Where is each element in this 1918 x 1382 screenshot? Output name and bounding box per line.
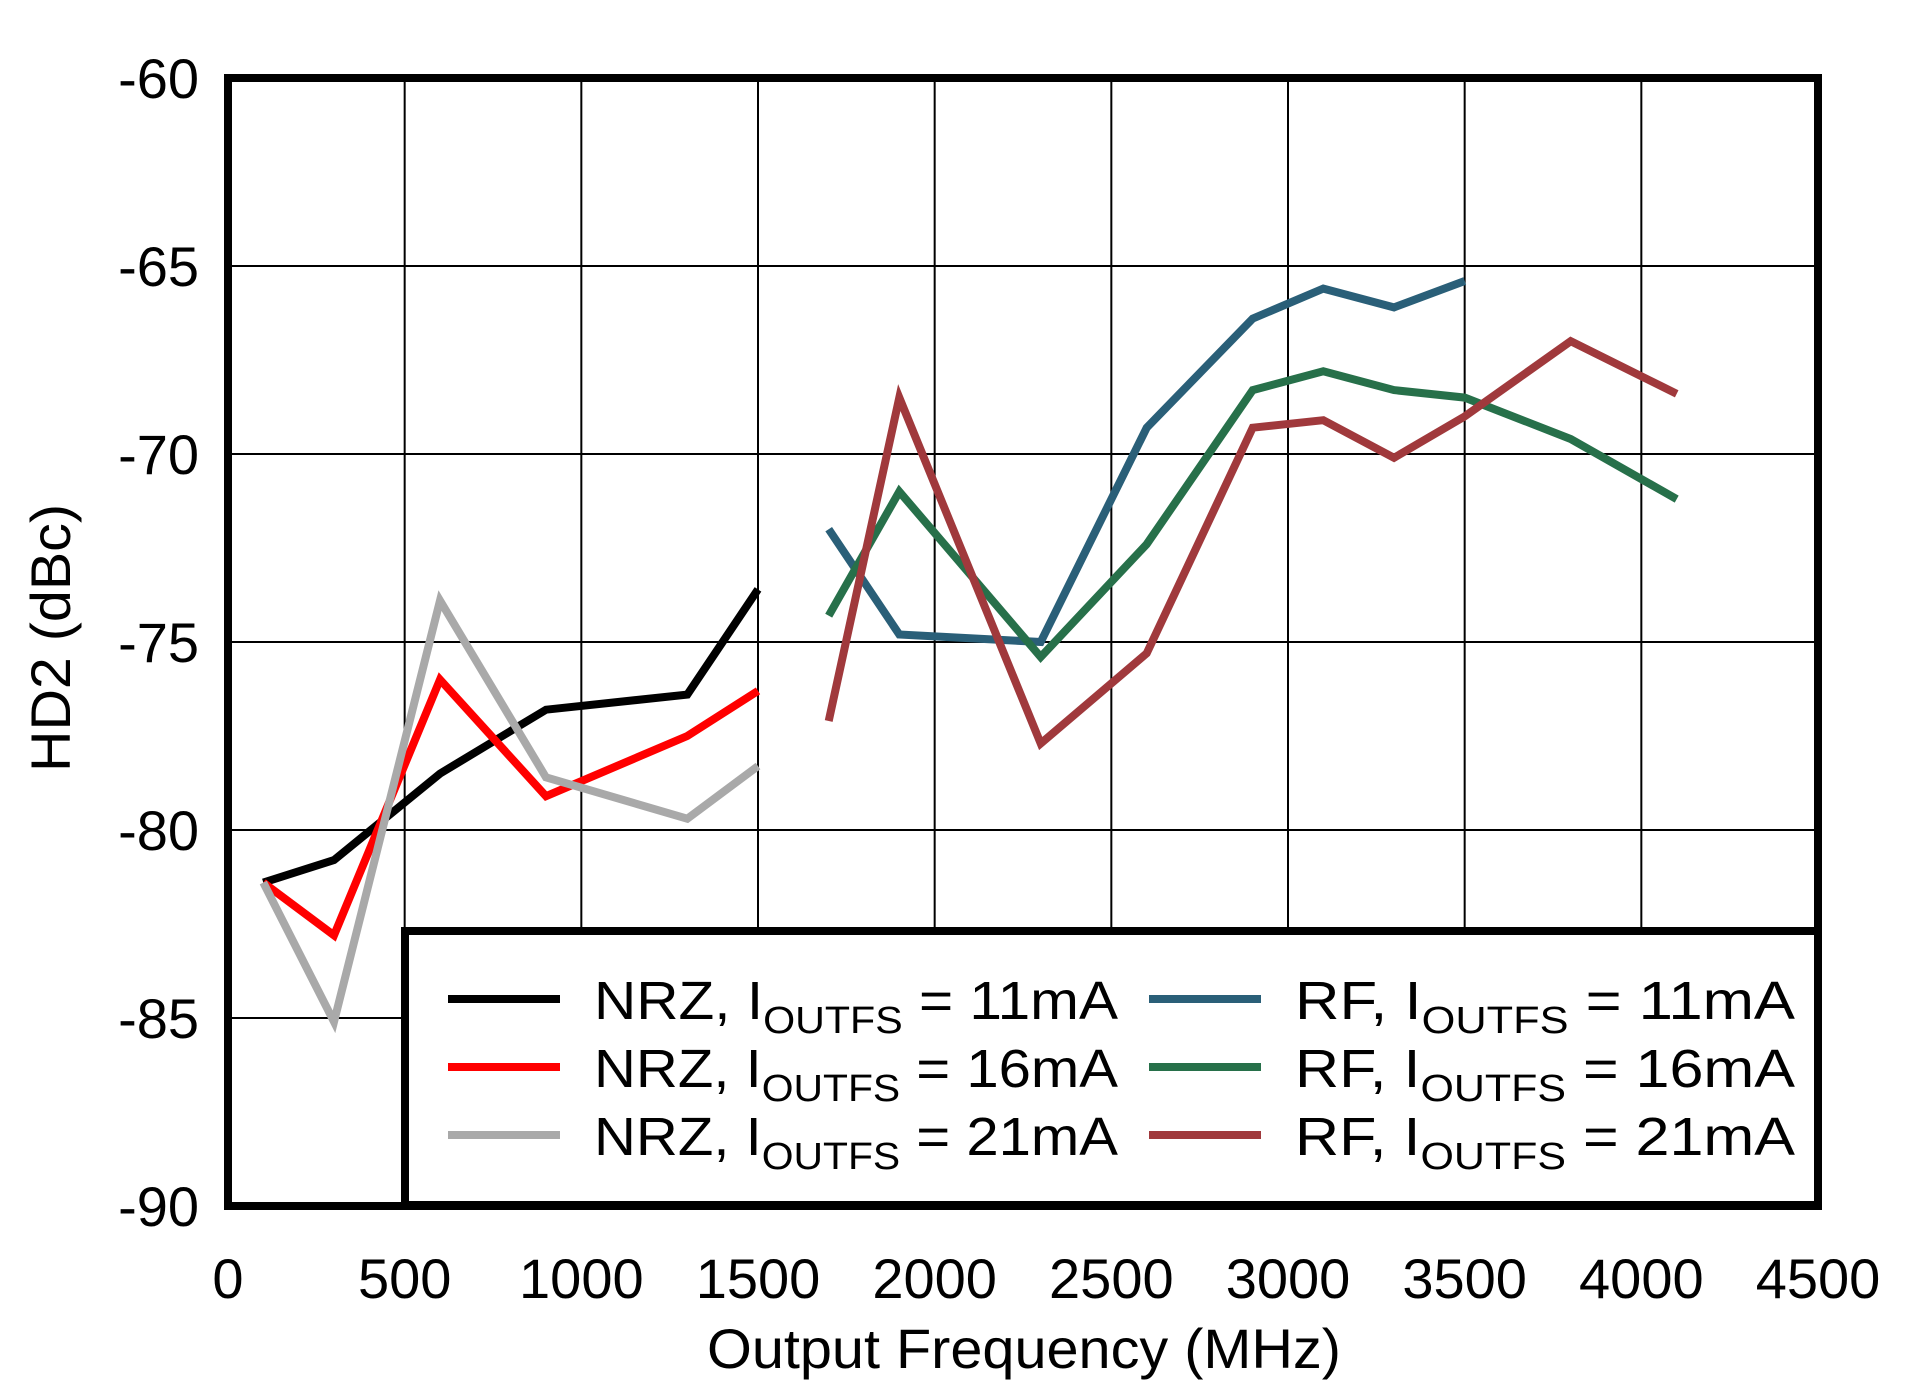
y-tick-label: -90 xyxy=(118,1175,199,1238)
x-tick-label: 2500 xyxy=(1049,1247,1174,1310)
series-line-1 xyxy=(260,672,761,942)
x-tick-label: 1000 xyxy=(519,1247,644,1310)
x-tick-label: 0 xyxy=(212,1247,243,1310)
y-tick-label: -65 xyxy=(118,235,199,298)
series-line-3 xyxy=(825,277,1467,647)
y-axis-ticks: -60 -65 -70 -75 -80 -85 -90 xyxy=(118,47,199,1238)
data-series xyxy=(259,277,1679,1034)
y-tick-label: -70 xyxy=(118,423,199,486)
x-axis-ticks: 0 500 1000 1500 2000 2500 3000 3500 4000 4500 xyxy=(212,1247,1880,1310)
series-line-4 xyxy=(825,367,1679,663)
x-tick-label: 1500 xyxy=(696,1247,821,1310)
series-line-5 xyxy=(824,336,1679,751)
legend-label: NRZ, I OUTFS = 11mA xyxy=(594,971,1118,1042)
y-tick-label: -75 xyxy=(118,611,199,674)
x-tick-label: 3500 xyxy=(1402,1247,1527,1310)
legend-label: RF, I OUTFS = 21mA xyxy=(1295,1107,1795,1178)
legend-box xyxy=(401,927,1822,1209)
y-axis-title: HD2 (dBc) xyxy=(19,504,82,772)
plot-frame xyxy=(224,74,1822,1210)
x-axis-title: Output Frequency (MHz) xyxy=(707,1317,1341,1380)
x-tick-label: 4000 xyxy=(1579,1247,1704,1310)
x-tick-label: 2000 xyxy=(872,1247,997,1310)
legend-label: RF, I OUTFS = 11mA xyxy=(1295,971,1795,1042)
x-tick-label: 4500 xyxy=(1756,1247,1881,1310)
y-tick-label: -85 xyxy=(118,987,199,1050)
y-tick-label: -80 xyxy=(118,799,199,862)
x-tick-label: 3000 xyxy=(1226,1247,1351,1310)
x-tick-label: 500 xyxy=(358,1247,451,1310)
series-line-2 xyxy=(259,590,761,1034)
legend-label: NRZ, I OUTFS = 21mA xyxy=(594,1107,1118,1178)
legend-label: NRZ, I OUTFS = 16mA xyxy=(594,1039,1118,1110)
legend-label: RF, I OUTFS = 16mA xyxy=(1295,1039,1795,1110)
y-tick-label: -60 xyxy=(118,47,199,110)
